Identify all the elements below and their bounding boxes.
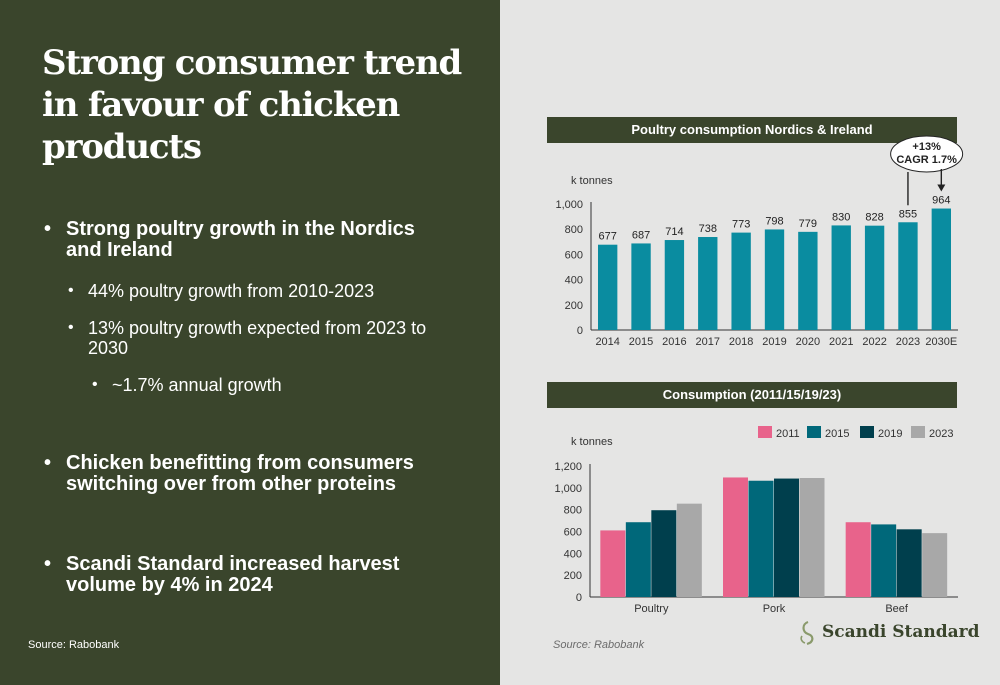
page-title: Strong consumer trend in favour of chick… xyxy=(42,43,462,167)
bullet-annual-growth: ~1.7% annual growth xyxy=(92,375,412,395)
bullet-44-percent: 44% poultry growth from 2010-2023 xyxy=(68,281,448,301)
right-panel: Source: Rabobank xyxy=(500,0,1000,685)
bullet-13-percent: 13% poultry growth expected from 2023 to… xyxy=(68,318,448,358)
chart1-title: Poultry consumption Nordics & Ireland xyxy=(547,117,957,143)
bullet-poultry-growth: Strong poultry growth in the Nordics and… xyxy=(44,219,446,261)
bullet-chicken-benefitting: Chicken benefitting from consumers switc… xyxy=(44,453,446,495)
logo-mark-icon xyxy=(800,620,814,646)
left-panel: Strong consumer trend in favour of chick… xyxy=(0,0,500,685)
scandi-standard-logo: Scandi Standard xyxy=(796,618,980,648)
chart2-title: Consumption (2011/15/19/23) xyxy=(547,382,957,408)
bullet-harvest-volume: Scandi Standard increased harvest volume… xyxy=(44,554,446,596)
source-right: Source: Rabobank xyxy=(553,639,645,651)
logo-text: Scandi Standard xyxy=(822,622,980,642)
source-left: Source: Rabobank xyxy=(28,639,120,651)
